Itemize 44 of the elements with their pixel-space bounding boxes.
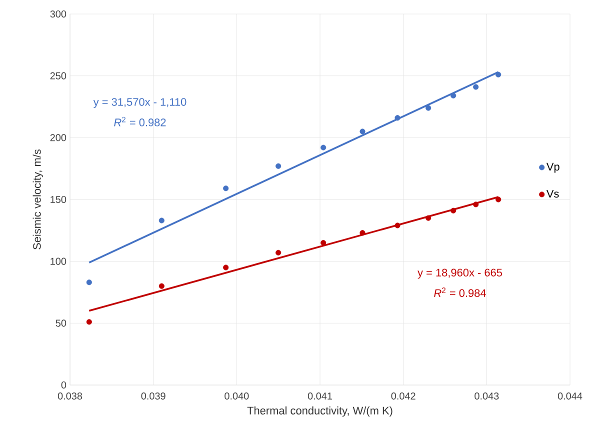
point [473, 202, 479, 208]
x-tick-label: 0.040 [224, 392, 249, 400]
x-tick-label: 0.042 [391, 392, 416, 400]
point [158, 218, 164, 224]
point [450, 92, 456, 98]
y-tick-label: 100 [50, 258, 66, 265]
y-tick-label: 150 [50, 196, 66, 204]
point [360, 230, 366, 236]
annotation: R$^{2}$ = 0.984 [434, 288, 486, 297]
point [360, 128, 366, 134]
point [394, 115, 400, 121]
y-tick-label: 300 [50, 10, 66, 18]
x-tick-label: 0.038 [58, 392, 82, 400]
point [86, 280, 92, 286]
point [496, 72, 502, 78]
y-tick-label: 50 [56, 320, 66, 327]
point [496, 196, 502, 202]
point [276, 163, 282, 169]
point [450, 208, 456, 214]
legend-label: Vs [546, 190, 559, 198]
y-tick-label: 0 [61, 381, 66, 389]
point [223, 186, 229, 192]
x-axis-title: Thermal conductivity, W/(m K) [247, 406, 392, 417]
point [276, 250, 282, 256]
point [86, 319, 92, 325]
point [320, 240, 326, 246]
y-axis-title: Seismic velocity, m/s [32, 149, 44, 250]
x-tick-label: 0.043 [474, 392, 499, 400]
point [320, 144, 326, 150]
x-tick-label: 0.039 [141, 392, 166, 400]
point [158, 283, 164, 289]
annotation: y = 18,960x - 665 [418, 268, 502, 279]
legend-label: Vp [546, 162, 560, 173]
annotation: R$^{2}$ = 0.982 [114, 116, 166, 126]
annotation: y = 31,570x - 1,110 [93, 98, 186, 108]
point [426, 215, 432, 221]
y-tick-label: 250 [50, 72, 66, 80]
y-tick-label: 200 [50, 134, 66, 142]
point [426, 105, 432, 111]
x-tick-label: 0.041 [308, 392, 332, 400]
point [394, 222, 400, 228]
x-tick-label: 0.044 [558, 392, 582, 400]
point [473, 84, 479, 90]
point [223, 264, 229, 270]
